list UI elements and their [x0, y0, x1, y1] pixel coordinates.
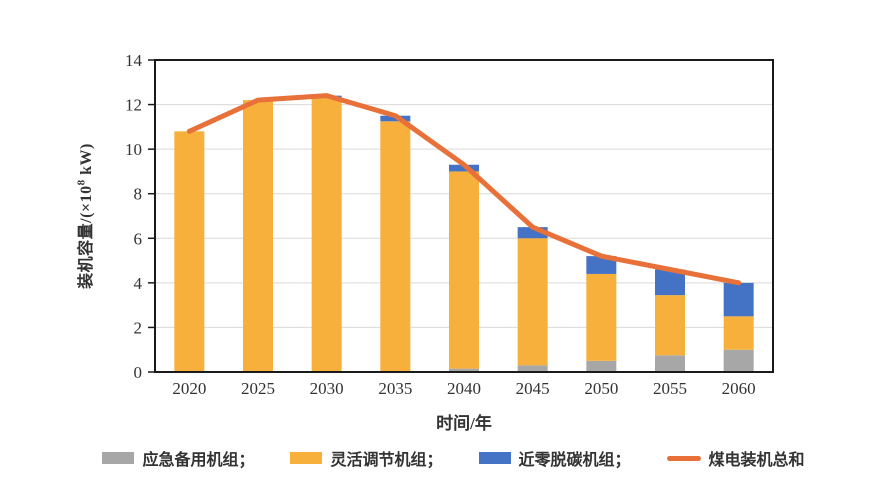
bar-segment-flexible-regulation-units [655, 295, 685, 356]
plot-border [154, 59, 774, 373]
x-tick-label: 2020 [172, 379, 206, 398]
y-tick-label: 0 [134, 363, 143, 382]
bar-segment-flexible-regulation-units [449, 171, 479, 369]
x-tick-label: 2060 [722, 379, 756, 398]
bar-segment-flexible-regulation-units [517, 238, 548, 366]
bar-segment-emergency-backup-units [586, 360, 617, 372]
legend-swatch-flexible-regulation [290, 452, 323, 464]
legend-swatch-emergency-backup [102, 452, 135, 464]
legend-label: 应急备用机组； [142, 452, 255, 469]
bar-segment-flexible-regulation-units [586, 273, 617, 361]
total-capacity-line [186, 93, 742, 286]
x-axis-label: 时间/年 [436, 414, 492, 433]
x-tick-label: 2045 [516, 379, 550, 398]
bar-segment-flexible-regulation-units [174, 131, 205, 372]
y-tick-label: 6 [134, 229, 143, 248]
legend-swatch-total-line [666, 455, 701, 461]
x-tick-label: 2030 [310, 379, 344, 398]
y-tick-label: 8 [134, 185, 143, 204]
y-axis-label: 装机容量/(×108 kW) [75, 143, 95, 289]
y-tick-label: 4 [134, 274, 143, 293]
y-tick-label: 12 [125, 96, 142, 115]
x-tick-label: 2050 [584, 379, 618, 398]
bar-segment-flexible-regulation-units [243, 100, 273, 372]
bar-segment-emergency-backup-units [723, 349, 754, 372]
x-tick-label: 2055 [653, 379, 687, 398]
bar-segment-flexible-regulation-units [380, 121, 411, 373]
x-tick-label: 2025 [241, 379, 275, 398]
bar-segment-flexible-regulation-units [311, 97, 342, 372]
bar-segment-near-zero-decarbonized-units [586, 256, 617, 274]
bar-segment-near-zero-decarbonized-units [517, 227, 548, 239]
legend-item-total-line: 煤电装机总和 [666, 446, 805, 470]
y-tick-label: 14 [125, 51, 143, 70]
legend-item-emergency-backup: 应急备用机组； [102, 446, 254, 470]
legend-label: 煤电装机总和 [708, 452, 805, 469]
legend-label: 灵活调节机组； [330, 452, 443, 469]
bar-segment-emergency-backup-units [449, 368, 479, 372]
legend-item-near-zero-decarbonized: 近零脱碳机组； [478, 446, 631, 470]
bar-segment-emergency-backup-units [517, 365, 548, 372]
x-tick-label: 2035 [378, 379, 412, 398]
y-tick-label: 10 [125, 140, 142, 159]
x-tick-label: 2040 [447, 379, 481, 398]
legend-item-flexible-regulation: 灵活调节机组； [290, 446, 443, 470]
legend-label: 近零脱碳机组； [518, 452, 631, 469]
bar-segment-emergency-backup-units [655, 355, 685, 372]
legend: 应急备用机组； 灵活调节机组； 近零脱碳机组； 煤电装机总和 [0, 446, 879, 470]
bar-segment-near-zero-decarbonized-units [723, 282, 754, 317]
bar-segment-flexible-regulation-units [723, 316, 754, 350]
y-tick-label: 2 [134, 318, 143, 337]
legend-swatch-near-zero-decarbonized [478, 452, 511, 464]
